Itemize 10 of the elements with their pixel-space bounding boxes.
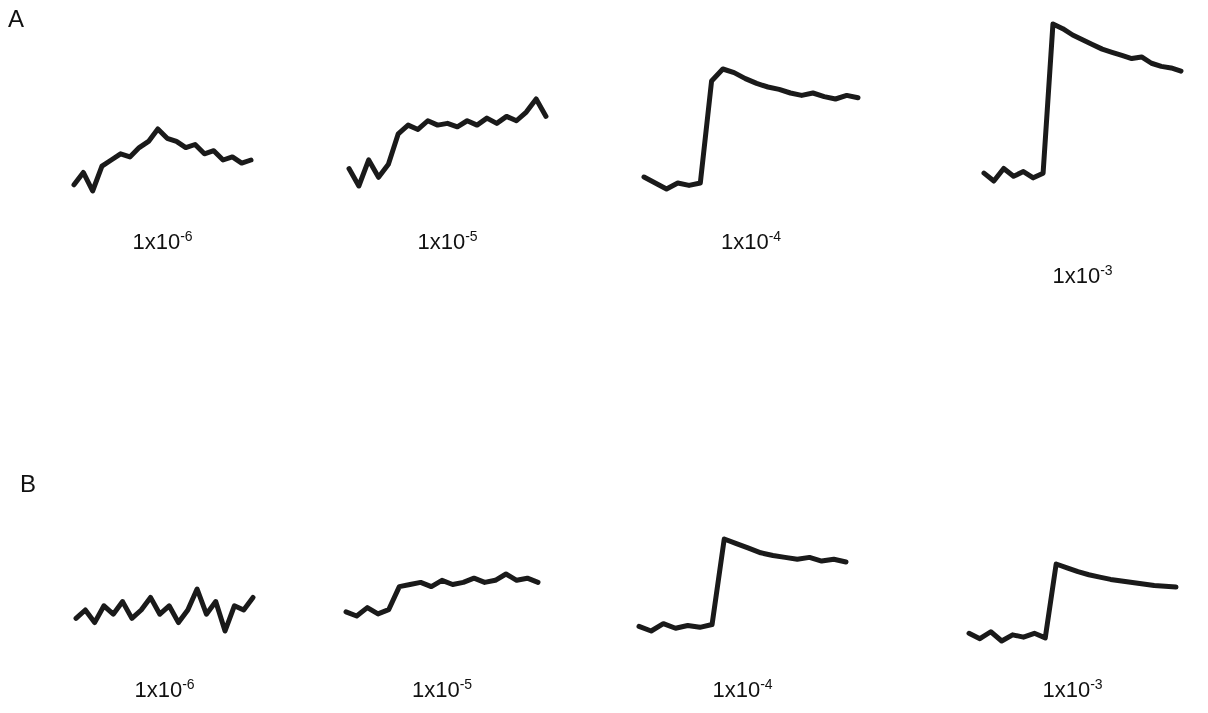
text: B — [20, 470, 37, 498]
x-axis-title: 1x10$^{-4}$ — [720, 228, 782, 256]
x-axis-title: 1x10$^{-4}$ — [712, 676, 773, 704]
text: A — [8, 5, 25, 33]
x-axis-title: 1x10$^{-5}$ — [411, 676, 473, 704]
x-axis-title: 1x10$^{-5}$ — [417, 228, 478, 256]
x-axis-title: 1x10$^{-6}$ — [132, 228, 193, 256]
x-axis-title: 1x10$^{-3}$ — [1052, 262, 1113, 290]
x-axis-title: 1x10$^{-3}$ — [1042, 676, 1103, 704]
x-axis-title: 1x10$^{-6}$ — [134, 676, 195, 704]
